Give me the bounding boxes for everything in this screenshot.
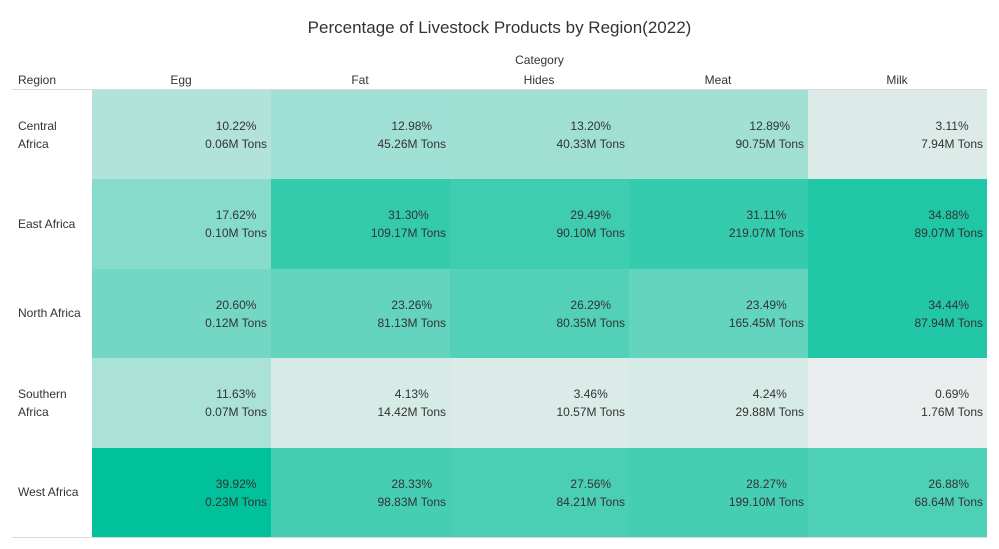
cell-percent-label: 26.29% (570, 297, 612, 312)
cell-percent-label: 34.44% (928, 297, 970, 312)
heatmap-cell[interactable]: 31.30% 109.17M Tons (271, 179, 450, 270)
cell-percent-label: 27.56% (570, 476, 612, 491)
cell-percent-label: 28.27% (746, 476, 787, 491)
cell-percent-label: 12.98% (391, 118, 433, 133)
cell-tons-label: 84.21M Tons (556, 494, 626, 509)
cell-percent-label: 3.46% (573, 387, 608, 402)
heatmap-cell[interactable]: 3.46% 10.57M Tons (450, 358, 629, 449)
cell-percent-label: 31.11% (746, 208, 787, 223)
cell-tons-label: 40.33M Tons (556, 136, 626, 151)
region-header: Region (18, 73, 57, 87)
column-header-meat: Meat (704, 73, 732, 87)
heatmap-cell[interactable]: 17.62% 0.10M Tons (92, 179, 271, 270)
heatmap-cell[interactable]: 27.56% 84.21M Tons (450, 447, 629, 538)
row-label-line: Africa (18, 404, 49, 419)
heatmap-cell[interactable]: 11.63% 0.07M Tons (92, 358, 271, 449)
cell-tons-label: 0.12M Tons (205, 315, 267, 330)
heatmap-cell[interactable]: 26.88% 68.64M Tons (808, 447, 987, 538)
cell-percent-label: 4.24% (752, 387, 787, 402)
row-label-line: Central (18, 118, 57, 133)
cell-percent-label: 31.30% (388, 208, 429, 223)
heatmap-cell[interactable]: 10.22% 0.06M Tons (92, 90, 271, 180)
cell-percent-label: 4.13% (394, 387, 429, 402)
row-label-east-africa: East Africa (18, 179, 90, 268)
row-label-central-africa: Central Africa (18, 90, 90, 179)
cell-percent-label: 34.88% (928, 208, 970, 223)
heatmap-cell[interactable]: 12.98% 45.26M Tons (271, 90, 450, 180)
heatmap-cell[interactable]: 23.26% 81.13M Tons (271, 268, 450, 359)
heatmap-cell[interactable]: 29.49% 90.10M Tons (450, 179, 629, 270)
column-header-fat: Fat (351, 73, 369, 87)
row-label-north-africa: North Africa (18, 269, 90, 358)
cell-tons-label: 90.75M Tons (735, 136, 805, 151)
cell-percent-label: 13.20% (570, 118, 612, 133)
heatmap-cell[interactable]: 28.27% 199.10M Tons (629, 447, 808, 538)
header-divider (12, 89, 987, 90)
heatmap-cell[interactable]: 31.11% 219.07M Tons (629, 179, 808, 270)
cell-tons-label: 14.42M Tons (377, 405, 447, 420)
column-header-hides: Hides (523, 73, 555, 87)
cell-tons-label: 81.13M Tons (377, 315, 447, 330)
cell-percent-label: 23.26% (391, 297, 433, 312)
cell-percent-label: 11.63% (216, 387, 256, 402)
heatmap-cell[interactable]: 4.13% 14.42M Tons (271, 358, 450, 449)
cell-tons-label: 45.26M Tons (377, 136, 447, 151)
cell-tons-label: 89.07M Tons (914, 226, 984, 241)
cell-percent-label: 29.49% (570, 208, 612, 223)
heatmap-cell[interactable]: 34.44% 87.94M Tons (808, 268, 987, 359)
row-label-line: East Africa (18, 217, 76, 232)
heatmap-cell[interactable]: 34.88% 89.07M Tons (808, 179, 987, 270)
heatmap-cell[interactable]: 23.49% 165.45M Tons (629, 268, 808, 359)
cell-tons-label: 0.06M Tons (205, 136, 267, 151)
row-label-line: West Africa (18, 485, 79, 500)
cell-tons-label: 0.23M Tons (205, 494, 267, 509)
row-label-southern-africa: Southern Africa (18, 358, 90, 447)
heatmap-cell[interactable]: 13.20% 40.33M Tons (450, 90, 629, 180)
cell-tons-label: 68.64M Tons (914, 494, 984, 509)
cell-tons-label: 219.07M Tons (728, 226, 804, 241)
cell-percent-label: 39.92% (215, 476, 257, 491)
cell-percent-label: 10.22% (215, 118, 257, 133)
heatmap-cell[interactable]: 4.24% 29.88M Tons (629, 358, 808, 449)
cell-tons-label: 10.57M Tons (556, 405, 626, 420)
cell-percent-label: 20.60% (215, 297, 257, 312)
cell-tons-label: 109.17M Tons (370, 226, 446, 241)
column-header-egg: Egg (170, 73, 192, 87)
cell-tons-label: 80.35M Tons (556, 315, 626, 330)
bottom-divider (12, 537, 987, 538)
cell-percent-label: 23.49% (746, 297, 787, 312)
cell-tons-label: 0.07M Tons (205, 405, 267, 420)
cell-percent-label: 17.62% (215, 208, 257, 223)
cell-percent-label: 26.88% (928, 476, 970, 491)
cell-tons-label: 29.88M Tons (735, 405, 805, 420)
heatmap-cell[interactable]: 0.69% 1.76M Tons (808, 358, 987, 449)
cell-percent-label: 12.89% (749, 118, 791, 133)
cell-tons-label: 199.10M Tons (728, 494, 804, 509)
heatmap-cell[interactable]: 20.60% 0.12M Tons (92, 268, 271, 359)
cell-percent-label: 0.69% (935, 387, 970, 402)
cell-tons-label: 87.94M Tons (914, 315, 984, 330)
row-label-line: Africa (18, 136, 49, 151)
row-label-line: North Africa (18, 306, 81, 321)
cell-tons-label: 1.76M Tons (921, 405, 983, 420)
heatmap-cell[interactable]: 28.33% 98.83M Tons (271, 447, 450, 538)
cell-tons-label: 90.10M Tons (556, 226, 626, 241)
row-label-west-africa: West Africa (18, 448, 90, 537)
heatmap-cell[interactable]: 3.11% 7.94M Tons (808, 90, 987, 180)
cell-percent-label: 28.33% (391, 476, 433, 491)
cell-tons-label: 0.10M Tons (205, 226, 267, 241)
cell-tons-label: 98.83M Tons (377, 494, 447, 509)
category-group-header: Category (515, 53, 564, 67)
heatmap-cell[interactable]: 26.29% 80.35M Tons (450, 268, 629, 359)
cell-percent-label: 3.11% (935, 118, 969, 133)
chart-title: Percentage of Livestock Products by Regi… (307, 18, 692, 37)
row-label-line: Southern (18, 386, 67, 401)
cell-tons-label: 165.45M Tons (728, 315, 804, 330)
cell-tons-label: 7.94M Tons (921, 136, 983, 151)
column-header-milk: Milk (886, 73, 908, 87)
heatmap-cell[interactable]: 12.89% 90.75M Tons (629, 90, 808, 180)
heatmap-cell[interactable]: 39.92% 0.23M Tons (92, 447, 271, 538)
